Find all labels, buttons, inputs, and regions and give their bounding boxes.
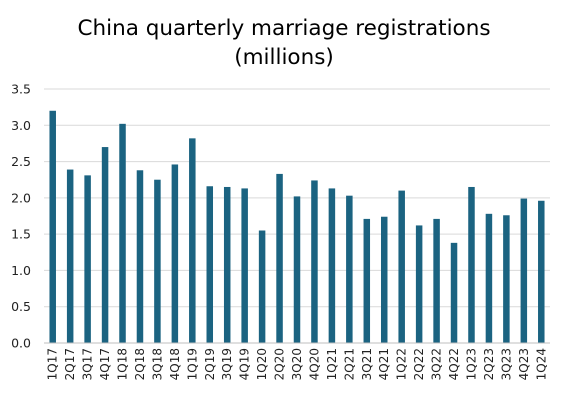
bar	[276, 173, 283, 343]
x-tick-label: 3Q19	[220, 348, 234, 380]
bar	[101, 147, 109, 343]
bar	[538, 200, 545, 343]
bar	[258, 230, 266, 343]
bar	[380, 216, 388, 343]
bar	[84, 175, 91, 343]
bar	[328, 188, 336, 343]
x-tick-label: 2Q21	[342, 348, 356, 380]
x-tick-label: 3Q18	[150, 348, 164, 380]
x-tick-label: 2Q19	[203, 348, 217, 380]
x-tick-label: 4Q22	[447, 348, 461, 380]
y-tick-label: 2.0	[11, 190, 31, 205]
x-tick-label: 1Q22	[395, 348, 409, 380]
bar	[346, 195, 353, 343]
x-axis-ticks: 1Q17 2Q17 3Q17 4Q17 1Q18 2Q18 3Q18 4Q18 1Q19 2Q19…	[46, 348, 549, 380]
x-tick-label: 4Q21	[377, 348, 391, 380]
x-tick-label: 3Q20	[290, 348, 304, 380]
y-tick-label: 3.5	[11, 82, 31, 97]
bar	[293, 196, 301, 343]
x-tick-label: 2Q20	[273, 348, 287, 380]
chart-title-line1: China quarterly marriage registrations	[77, 16, 491, 41]
x-tick-label: 1Q20	[255, 348, 269, 380]
y-tick-label: 1.5	[11, 227, 31, 242]
x-tick-label: 4Q20	[307, 348, 321, 380]
y-axis-ticks: 0.0 0.5 1.0 1.5 2.0 2.5 3.0 3.5	[11, 82, 31, 351]
x-tick-label: 4Q18	[168, 348, 182, 380]
bar	[398, 190, 405, 343]
bar	[189, 138, 196, 343]
x-tick-label: 1Q21	[325, 348, 339, 380]
y-tick-label: 1.0	[11, 263, 31, 278]
bar	[311, 180, 318, 343]
chart-title-line2: (millions)	[234, 45, 334, 70]
y-tick-label: 0.5	[11, 299, 31, 314]
bar	[450, 242, 458, 343]
x-tick-label: 1Q24	[534, 348, 548, 380]
y-tick-label: 0.0	[11, 336, 31, 351]
x-tick-label: 4Q23	[517, 348, 531, 380]
x-tick-label: 2Q23	[482, 348, 496, 380]
bar	[433, 218, 440, 343]
x-tick-label: 4Q19	[238, 348, 252, 380]
x-tick-label: 1Q23	[464, 348, 478, 380]
x-tick-label: 1Q18	[116, 348, 130, 380]
bars	[49, 110, 545, 344]
x-tick-label: 4Q17	[98, 348, 112, 380]
bar	[520, 198, 528, 343]
bar	[363, 218, 371, 343]
y-tick-label: 2.5	[11, 154, 31, 169]
x-tick-label: 2Q17	[63, 348, 77, 380]
bar	[171, 164, 179, 343]
y-tick-label: 3.0	[11, 118, 31, 133]
bar	[503, 215, 510, 343]
bar	[223, 186, 231, 343]
x-tick-label: 2Q22	[412, 348, 426, 380]
bar	[468, 186, 475, 343]
bar	[154, 179, 161, 343]
bar	[136, 170, 144, 343]
x-tick-label: 2Q18	[133, 348, 147, 380]
bar	[49, 110, 56, 344]
bar	[485, 213, 493, 343]
x-tick-label: 3Q22	[430, 348, 444, 380]
x-tick-label: 3Q17	[81, 348, 95, 380]
bar	[415, 225, 423, 343]
bar	[119, 123, 126, 343]
x-tick-label: 3Q21	[360, 348, 374, 380]
x-tick-label: 3Q23	[499, 348, 513, 380]
x-tick-label: 1Q17	[46, 348, 60, 380]
bar	[66, 169, 74, 343]
bar	[241, 188, 248, 343]
chart-title: China quarterly marriage registrations (…	[0, 14, 568, 72]
bar	[206, 186, 214, 343]
x-tick-label: 1Q19	[185, 348, 199, 380]
